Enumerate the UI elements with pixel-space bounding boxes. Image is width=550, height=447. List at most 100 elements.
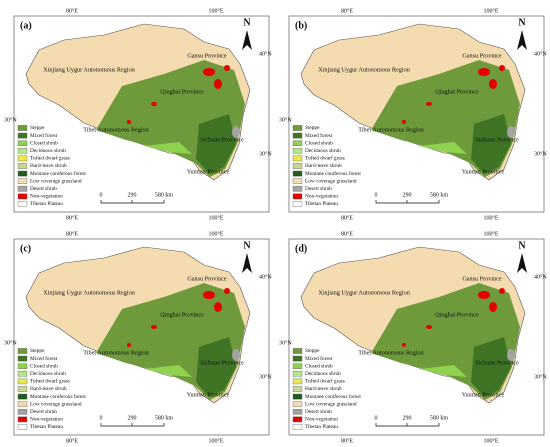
graticule-label: 100°E bbox=[483, 230, 498, 237]
legend-swatch bbox=[17, 348, 28, 354]
legend-label: Deciduous shrub bbox=[305, 371, 341, 377]
forest bbox=[196, 337, 236, 397]
region-label: Tibet Autonomous Region bbox=[358, 126, 423, 133]
legend-swatch bbox=[292, 348, 303, 354]
legend-label: Deciduous shrub bbox=[30, 371, 66, 377]
non-vegetation-patch bbox=[402, 343, 406, 347]
legend-label: Tufted dwarf grass bbox=[305, 155, 345, 162]
legend-label: Tibetan Plateau bbox=[305, 424, 338, 430]
region-label: Tibet Autonomous Region bbox=[83, 349, 148, 356]
region-label: Qinghai Province bbox=[435, 311, 479, 318]
graticule-label: 40°N bbox=[534, 273, 547, 280]
region-label: Gansu Province bbox=[187, 52, 227, 59]
legend-swatch bbox=[292, 416, 303, 423]
legend-swatch bbox=[17, 163, 28, 169]
scale-bar bbox=[100, 423, 165, 427]
scale-bar bbox=[375, 423, 440, 427]
legend-label: Non-vegetation bbox=[305, 194, 338, 200]
region-label: Xinjiang Uygur Autonomous Region bbox=[43, 289, 135, 296]
north-arrow bbox=[517, 253, 527, 273]
legend-swatch bbox=[17, 416, 28, 423]
graticule-label: 80°E bbox=[66, 214, 78, 221]
shrub bbox=[144, 142, 192, 154]
scale-label: 580 km bbox=[155, 415, 174, 421]
legend-label: Mixed forest bbox=[305, 355, 333, 362]
scale-label: 290 bbox=[403, 415, 412, 421]
map-panel: (d) 80°E 100°E 80°E 100°E 30°N 40°N 30°N N Xinjia… bbox=[279, 230, 547, 444]
map-panel: (a) 80°E 100°E 80°E 100°E 30°N 40°N 30°N N Xinjia… bbox=[4, 7, 272, 221]
legend-swatch bbox=[17, 140, 28, 147]
shrub bbox=[144, 365, 192, 377]
legend-label: Closed shrub bbox=[30, 140, 58, 146]
legend-swatch bbox=[17, 393, 28, 400]
graticule-label: 80°E bbox=[341, 214, 353, 221]
region-label: Xinjiang Uygur Autonomous Region bbox=[318, 289, 410, 296]
scale-bar bbox=[375, 200, 440, 204]
legend-label: Hard-leave shrub bbox=[30, 163, 67, 169]
graticule-label: 30°N bbox=[534, 150, 547, 157]
legend-swatch bbox=[17, 147, 28, 154]
forest bbox=[471, 337, 511, 397]
north-arrow bbox=[242, 253, 252, 273]
scale-label: 580 km bbox=[430, 415, 449, 421]
north-label: N bbox=[518, 17, 526, 28]
legend-swatch bbox=[292, 140, 303, 147]
graticule-label: 100°E bbox=[208, 230, 223, 237]
scale-label: 290 bbox=[403, 192, 412, 198]
legend-label: Tibetan Plateau bbox=[30, 424, 63, 430]
graticule-label: 30°N bbox=[259, 373, 272, 380]
legend-label: Low coverage grassland bbox=[305, 178, 357, 184]
scale-bar bbox=[100, 200, 165, 204]
non-vegetation-patch bbox=[224, 288, 230, 294]
graticule-label: 100°E bbox=[208, 214, 223, 221]
region-label: Tibet Autonomous Region bbox=[358, 349, 423, 356]
legend-label: Montane coniferous forest bbox=[305, 170, 361, 177]
legend-label: Deciduous shrub bbox=[305, 148, 341, 154]
region-label: Qinghai Province bbox=[435, 88, 479, 95]
scale-label: 580 km bbox=[155, 192, 174, 198]
legend-swatch bbox=[292, 163, 303, 169]
legend-swatch bbox=[17, 386, 28, 392]
region-label: Sichuan Province bbox=[475, 136, 519, 143]
graticule-label: 80°E bbox=[341, 437, 353, 444]
legend-label: Hard-leave shrub bbox=[305, 386, 342, 392]
non-vegetation-patch bbox=[224, 65, 230, 71]
graticule-label: 100°E bbox=[483, 214, 498, 221]
desert-patch bbox=[507, 349, 515, 361]
non-vegetation-patch bbox=[151, 325, 157, 329]
graticule-label: 80°E bbox=[341, 230, 353, 237]
graticule-label: 80°E bbox=[66, 7, 78, 14]
legend-label: Deciduous shrub bbox=[30, 148, 66, 154]
legend-label: Steppe bbox=[30, 348, 45, 354]
legend-label: Tufted dwarf grass bbox=[30, 155, 70, 162]
legend-label: Non-vegetation bbox=[30, 194, 63, 200]
graticule-label: 100°E bbox=[483, 7, 498, 14]
legend-label: Steppe bbox=[305, 125, 320, 131]
legend-swatch bbox=[17, 132, 28, 139]
legend-label: Montane coniferous forest bbox=[30, 170, 86, 177]
legend-label: Tufted dwarf grass bbox=[30, 378, 70, 385]
shrub bbox=[419, 142, 467, 154]
legend-swatch bbox=[17, 201, 28, 207]
legend-label: Tufted dwarf grass bbox=[305, 378, 345, 385]
non-vegetation-patch bbox=[499, 65, 505, 71]
forest bbox=[196, 114, 236, 174]
non-vegetation-patch bbox=[489, 79, 497, 89]
legend-label: Mixed forest bbox=[305, 132, 333, 139]
region-label: Xinjiang Uygur Autonomous Region bbox=[318, 66, 410, 73]
legend-label: Mixed forest bbox=[30, 355, 58, 362]
legend-swatch bbox=[292, 201, 303, 207]
legend-swatch bbox=[292, 170, 303, 177]
legend-swatch bbox=[17, 178, 28, 185]
graticule-label: 80°E bbox=[341, 7, 353, 14]
legend-label: Hard-leave shrub bbox=[30, 386, 67, 392]
legend-label: Montane coniferous forest bbox=[305, 393, 361, 400]
scale-label: 290 bbox=[128, 192, 137, 198]
scale-label: 580 km bbox=[430, 192, 449, 198]
legend-swatch bbox=[17, 378, 28, 385]
panel-label: (c) bbox=[20, 243, 31, 254]
legend-swatch bbox=[292, 386, 303, 392]
legend-swatch bbox=[17, 170, 28, 177]
